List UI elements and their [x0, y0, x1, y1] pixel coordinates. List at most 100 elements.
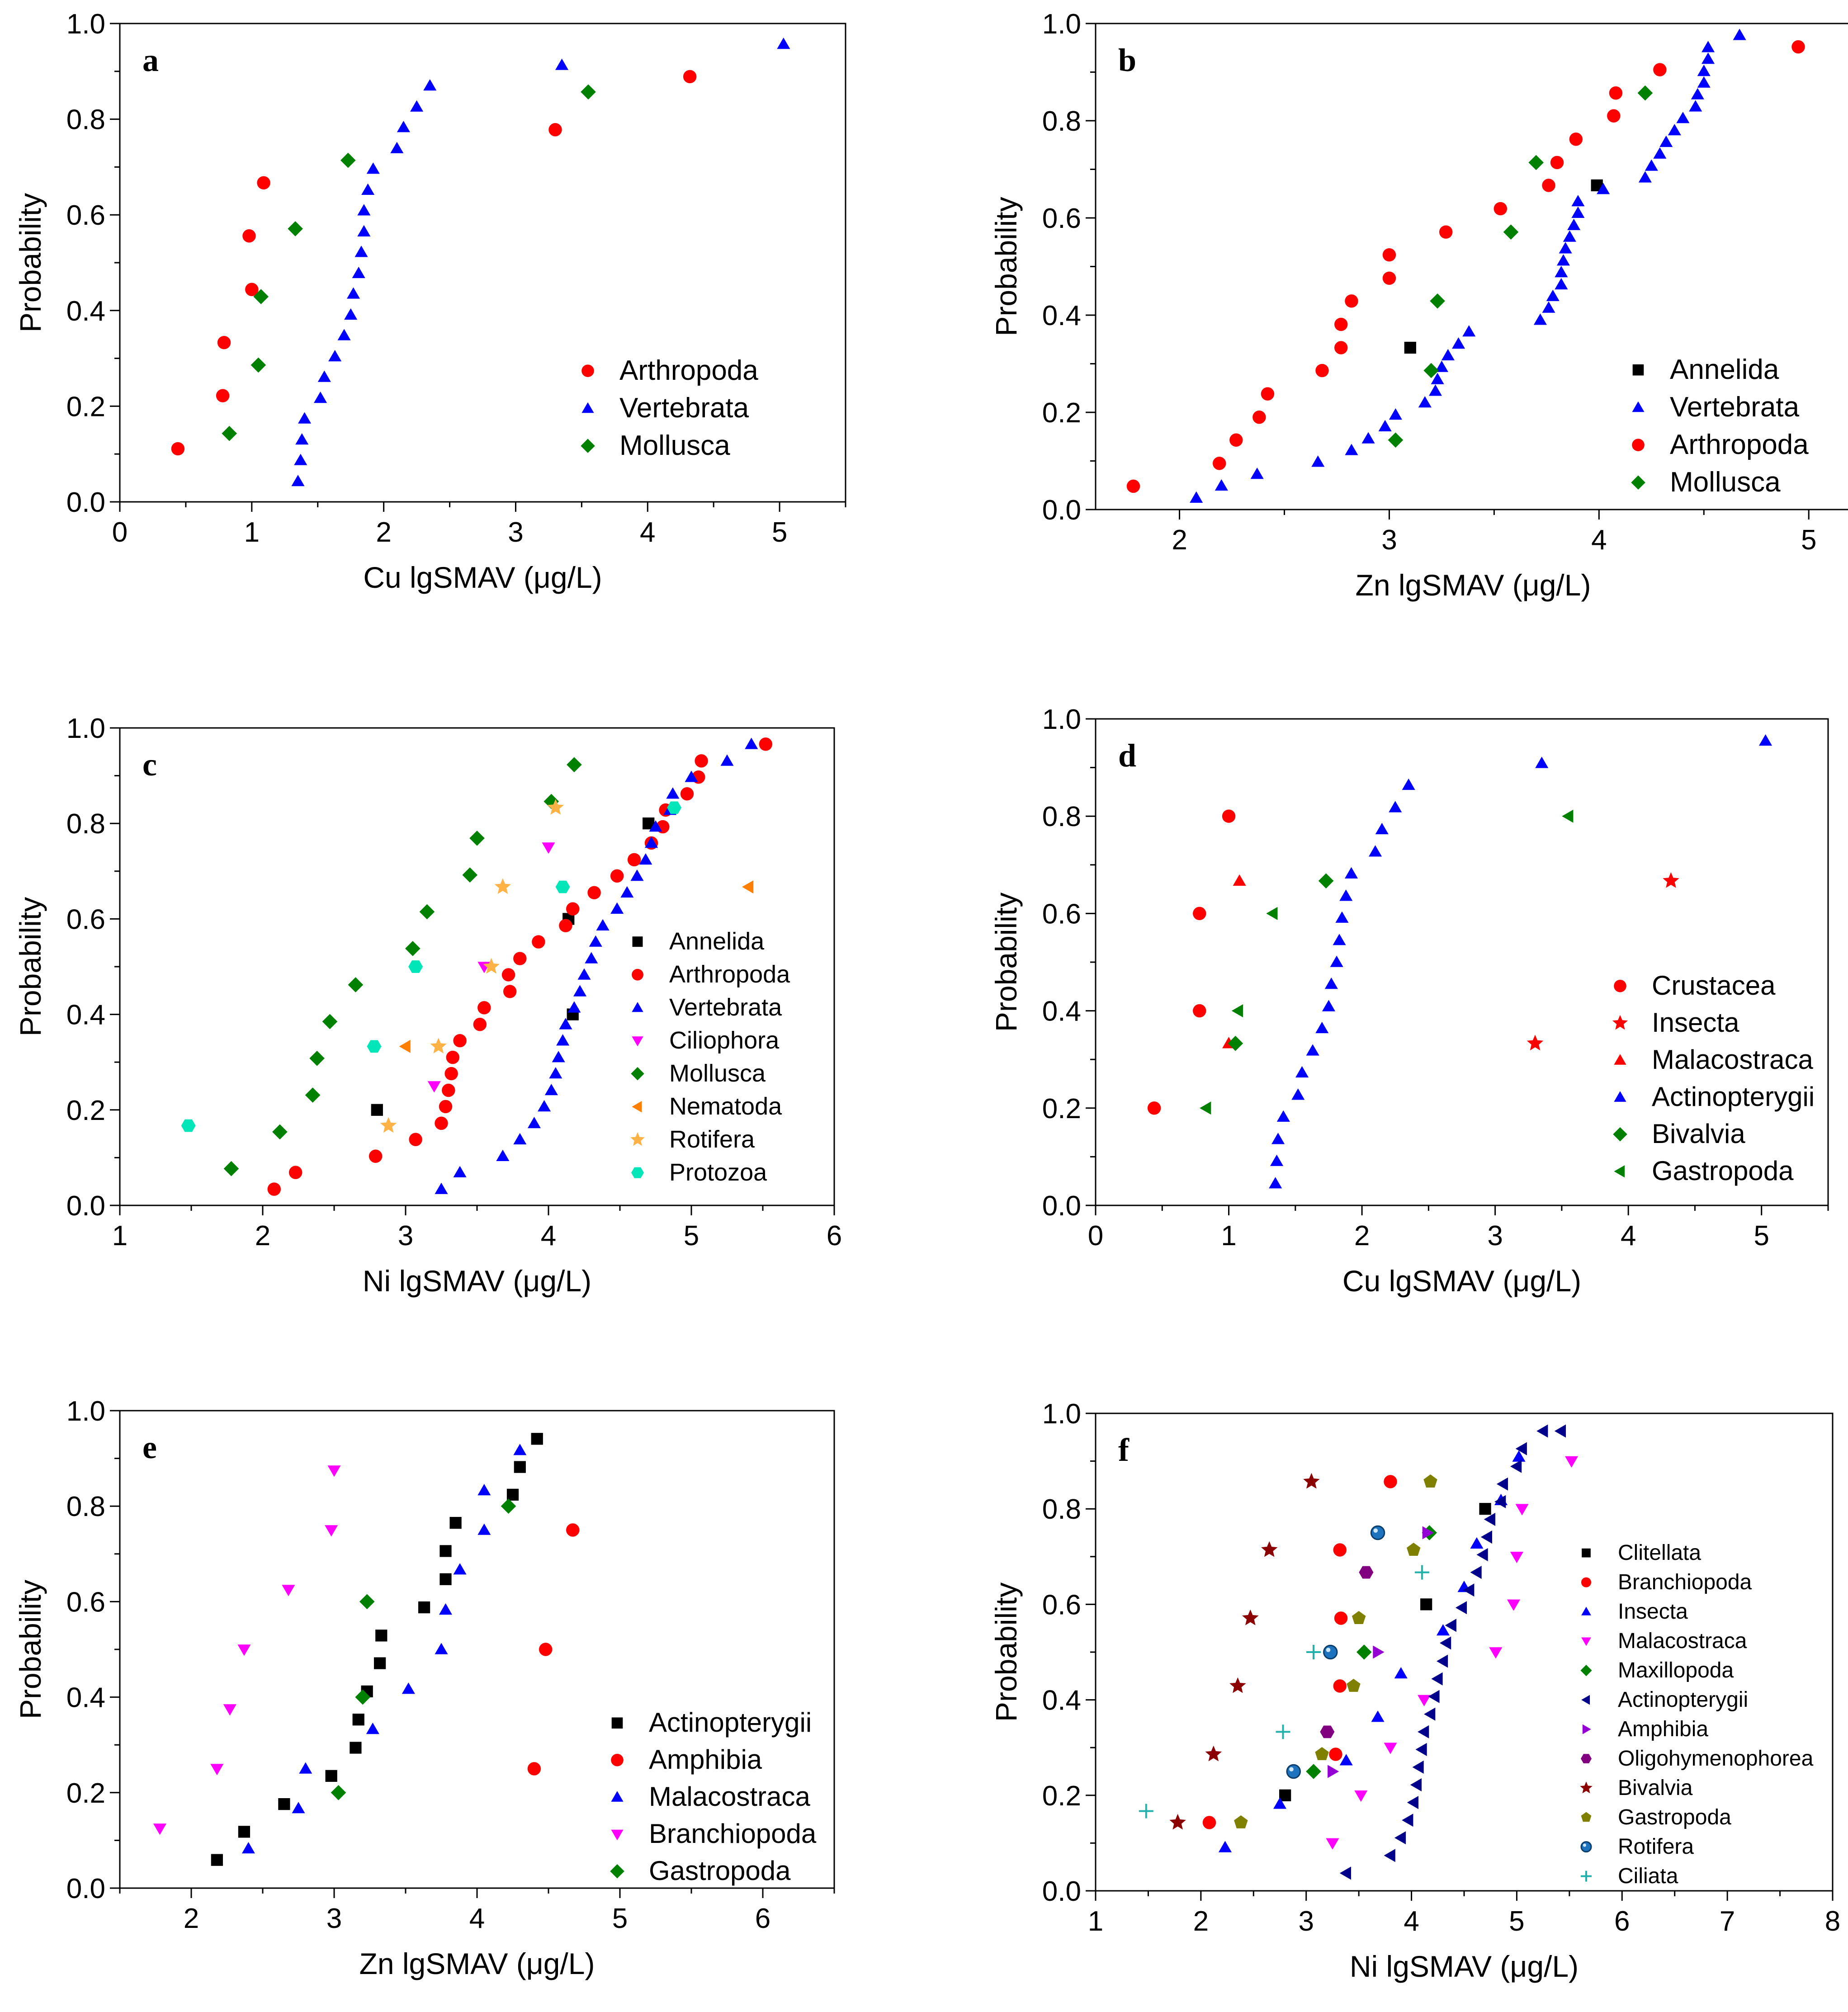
legend: Annelida Vertebrata Arthropoda Mollusca [1631, 354, 1809, 498]
panel-d-chart: 0 1 2 3 4 5 0.0 0.2 0.4 0.6 0.8 1.0 Cu lgSMAV (μg/L)… [989, 704, 1829, 1298]
x-tick-label: 4 [541, 1220, 556, 1252]
point-gastropoda [501, 1498, 516, 1514]
point-branchiopoda [282, 1585, 295, 1596]
point-crustacea [1147, 1101, 1161, 1115]
point-vertebrata [1555, 266, 1568, 278]
point-arthropoda [1382, 271, 1396, 285]
panel-letter: e [142, 1429, 157, 1465]
point-vertebrata [589, 935, 602, 947]
legend-label-vertebrata: Vertebrata [619, 392, 749, 424]
point-mollusca [567, 757, 582, 773]
point-arthropoda [1334, 341, 1348, 354]
y-tick-label: 1.0 [66, 9, 105, 40]
point-arthropoda [242, 229, 256, 243]
y-tick-label: 0.6 [1042, 898, 1081, 930]
y-tick-label: 0.2 [66, 1778, 105, 1809]
y-tick-label: 0.8 [66, 808, 105, 840]
point-vertebrata [1676, 112, 1690, 123]
point-vertebrata [410, 100, 424, 112]
point-arthropoda [369, 1149, 383, 1163]
x-tick-label: 4 [1621, 1220, 1636, 1252]
y-tick-label: 1.0 [66, 1396, 105, 1427]
point-malacostraca [402, 1682, 415, 1694]
legend-label-malacostraca: Malacostraca [649, 1781, 810, 1812]
point-vertebrata [720, 754, 734, 766]
point-arthropoda [695, 754, 708, 768]
point-maxillopoda [1356, 1644, 1372, 1660]
legend-label-oligohymenophorea: Oligohymenophorea [1618, 1747, 1814, 1771]
point-insecta [1394, 1667, 1408, 1679]
legend-label-nematoda: Nematoda [669, 1093, 782, 1120]
legend-label-malacostraca: Malacostraca [1652, 1044, 1813, 1075]
y-tick-label: 0.6 [66, 1587, 105, 1618]
legend-marker-gastropoda [610, 1864, 624, 1879]
legend-marker-maxillopoda [1580, 1665, 1592, 1677]
legend-label-branchiopoda: Branchiopoda [649, 1818, 817, 1849]
point-mollusca [250, 357, 266, 373]
point-arthropoda [1653, 63, 1667, 76]
point-vertebrata [1571, 195, 1585, 207]
point-mollusca [469, 831, 485, 846]
point-actinopterygii [514, 1461, 526, 1473]
point-insecta [1527, 1034, 1544, 1051]
point-insecta [1218, 1841, 1232, 1852]
panel-a-chart: 0 1 2 3 4 5 0.0 0.2 0.4 0.6 0.8 1.0 Cu lgSMAV (μg/L)… [14, 9, 846, 594]
point-gastropoda [1315, 1747, 1329, 1760]
point-actinopterygii [1554, 1424, 1566, 1438]
legend-marker-oligohymenophorea [1581, 1754, 1592, 1763]
point-arthropoda [548, 123, 562, 137]
point-actinopterygii [1515, 1442, 1527, 1455]
point-branchiopoda [325, 1525, 338, 1537]
point-vertebrata [328, 350, 342, 362]
point-malacostraca [1515, 1504, 1529, 1516]
point-protozoa [667, 801, 682, 814]
point-vertebrata [366, 162, 380, 174]
point-branchiopoda [1384, 1475, 1397, 1488]
point-amphibia [1422, 1526, 1434, 1540]
point-rotifera [1370, 1525, 1385, 1540]
point-vertebrata [1250, 468, 1264, 479]
x-tick-label: 2 [376, 517, 391, 548]
legend-label-actinopterygii: Actinopterygii [649, 1707, 812, 1738]
legend-marker-malacostraca [1581, 1637, 1591, 1646]
point-actinopterygii [1269, 1177, 1282, 1189]
y-tick-label: 0.0 [1042, 1876, 1081, 1907]
legend-marker-branchiopoda [611, 1829, 624, 1841]
legend-marker-vertebrata [581, 402, 594, 413]
point-ciliophora [427, 1081, 441, 1093]
point-bivalvia [1169, 1814, 1186, 1830]
point-gastropoda [1200, 1101, 1211, 1115]
point-mollusca [348, 977, 364, 992]
point-arthropoda [1550, 156, 1564, 170]
legend-label-vertebrata: Vertebrata [669, 994, 782, 1021]
legend-marker-bivalvia [1613, 1127, 1627, 1142]
point-actinopterygii [1389, 801, 1402, 812]
plot-frame [119, 1410, 835, 1889]
point-arthropoda [1229, 433, 1243, 447]
point-vertebrata [567, 1001, 581, 1013]
point-vertebrata [291, 475, 305, 486]
data-points [181, 737, 773, 1196]
legend-marker-amphibia [1582, 1724, 1591, 1734]
point-actinopterygii [1322, 1000, 1335, 1011]
point-ciliata [1139, 1804, 1153, 1818]
point-branchiopoda [327, 1465, 341, 1477]
point-insecta [1371, 1710, 1385, 1722]
y-tick-label: 0.0 [66, 487, 105, 518]
point-vertebrata [317, 370, 331, 382]
point-mollusca [405, 941, 421, 956]
point-arthropoda [439, 1100, 453, 1114]
point-actinopterygii [1440, 1636, 1451, 1650]
panel-letter: a [142, 42, 159, 78]
point-arthropoda [1791, 40, 1805, 54]
y-tick-label: 0.8 [66, 1491, 105, 1522]
point-gastropoda [1407, 1543, 1421, 1556]
point-arthropoda [216, 389, 230, 402]
point-malacostraca [1510, 1552, 1523, 1563]
point-mollusca [462, 867, 477, 883]
point-actinopterygii [1324, 978, 1338, 989]
point-arthropoda [1315, 364, 1329, 378]
point-actinopterygii [1306, 1044, 1319, 1056]
point-arthropoda [1252, 411, 1266, 424]
y-tick-label: 0.2 [66, 391, 105, 422]
